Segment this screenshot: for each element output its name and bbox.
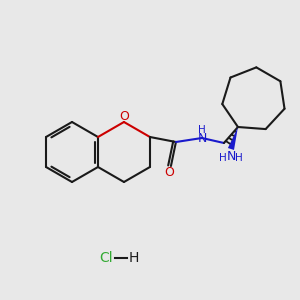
Text: H: H — [198, 125, 206, 135]
Text: N: N — [197, 133, 207, 146]
Polygon shape — [228, 127, 238, 150]
Text: N: N — [226, 149, 236, 163]
Text: H: H — [219, 153, 227, 163]
Text: H: H — [235, 153, 243, 163]
Text: O: O — [164, 167, 174, 179]
Text: O: O — [119, 110, 129, 122]
Text: Cl: Cl — [99, 251, 113, 265]
Text: H: H — [129, 251, 139, 265]
